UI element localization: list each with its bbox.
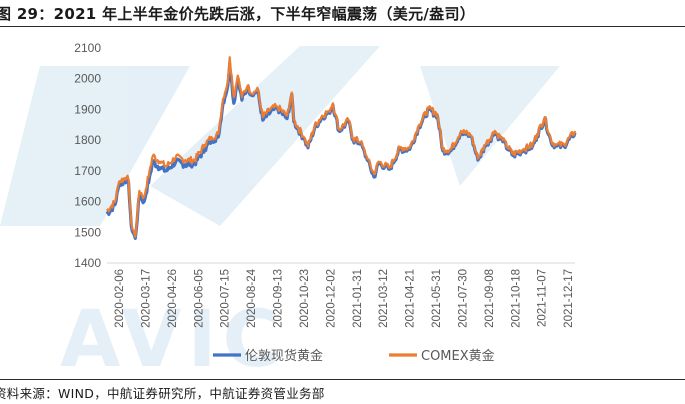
x-tick-label: 2020-07-15 — [220, 269, 232, 328]
x-axis: 2020-02-06 2020-03-17 2020-04-26 2020-06-05… — [107, 262, 575, 328]
x-tick-label: 2020-02-06 — [114, 269, 126, 328]
gold-price-chart: 1400 1500 1600 1700 1800 1900 2000 2100 2020-02… — [74, 41, 577, 364]
plot-area — [105, 56, 577, 240]
title-rule — [0, 0, 685, 27]
figure-title: 图 29：2021 年上半年金价先跌后涨，下半年窄幅震荡（美元/盎司） — [0, 5, 476, 23]
x-tick-label: 2021-10-18 — [510, 269, 522, 328]
series-line-comex — [106, 56, 577, 238]
x-tick-label: 2020-12-02 — [325, 269, 337, 328]
y-tick-label: 1700 — [74, 164, 101, 178]
x-tick-label: 2021-04-21 — [405, 269, 417, 328]
x-tick-label: 2021-05-31 — [431, 269, 443, 328]
source-note: 资料来源：WIND，中航证券研究所，中航证券资管业务部 — [0, 386, 325, 401]
y-tick-label: 1600 — [74, 195, 101, 209]
x-tick-label: 2020-04-26 — [167, 269, 179, 328]
y-tick-label: 1400 — [74, 256, 101, 270]
y-tick-label: 1500 — [74, 225, 101, 239]
y-tick-label: 2100 — [74, 41, 101, 55]
watermark-text: AVIC — [60, 295, 286, 376]
x-tick-label: 2020-09-13 — [273, 269, 285, 328]
x-tick-label: 2021-12-17 — [563, 269, 575, 328]
x-tick-label: 2021-07-30 — [457, 269, 469, 328]
x-tick-label: 2021-01-31 — [352, 269, 364, 328]
y-tick-label: 1800 — [74, 133, 101, 147]
legend-label: COMEX黄金 — [421, 348, 495, 364]
x-tick-label: 2021-11-07 — [537, 269, 549, 327]
x-tick-label: 2020-08-24 — [246, 268, 258, 327]
legend: 伦敦现货黄金 COMEX黄金 — [213, 348, 495, 364]
y-axis: 1400 1500 1600 1700 1800 1900 2000 2100 — [74, 41, 101, 270]
legend-label: 伦敦现货黄金 — [245, 348, 323, 364]
source-rule — [0, 379, 685, 380]
series-line-london-spot — [105, 61, 577, 240]
x-tick-label: 2021-03-12 — [378, 269, 390, 328]
y-tick-label: 1900 — [74, 102, 101, 116]
y-tick-label: 2000 — [74, 72, 101, 86]
x-tick-label: 2020-03-17 — [140, 269, 152, 328]
avic-watermark: AVIC — [0, 46, 560, 376]
x-tick-label: 2021-09-08 — [484, 269, 496, 328]
x-tick-label: 2020-10-23 — [299, 269, 311, 328]
x-tick-label: 2020-06-05 — [193, 269, 205, 328]
